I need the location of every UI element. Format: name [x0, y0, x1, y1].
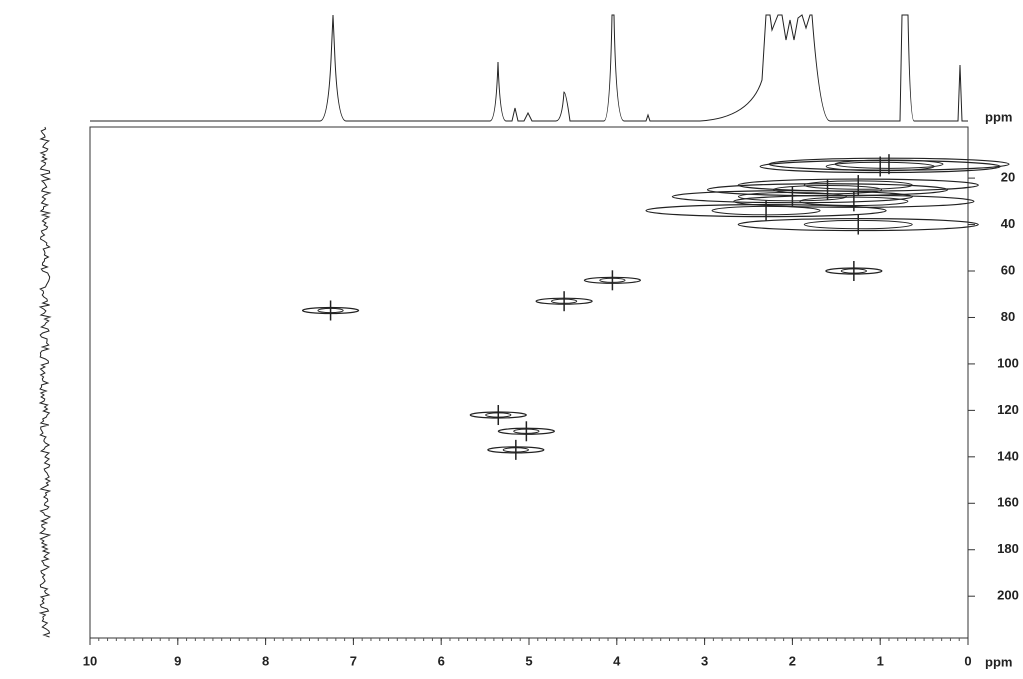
y-tick-label: 60 [1001, 262, 1015, 277]
x-axis-label: ppm [985, 654, 1012, 669]
x-tick-label: 0 [964, 653, 971, 668]
cross-peak [671, 186, 914, 207]
x-tick-label: 5 [525, 653, 532, 668]
y-tick-label: 40 [1001, 216, 1015, 231]
y-tick-label: 140 [997, 448, 1019, 463]
cross-peak [706, 179, 949, 200]
x-tick-label: 7 [350, 653, 357, 668]
y-tick-label: 120 [997, 402, 1019, 417]
x-tick-label: 8 [262, 653, 269, 668]
cross-peak [645, 200, 887, 221]
cross-peak [583, 270, 642, 291]
f1-projection [38, 126, 52, 638]
cross-peak [469, 405, 527, 426]
cross-peak [737, 214, 979, 235]
y-tick-label: 100 [997, 355, 1019, 370]
plot-frame [89, 126, 969, 639]
cross-peak [825, 261, 883, 282]
y-axis-label: ppm [985, 109, 1012, 124]
x-tick-label: 4 [613, 653, 621, 668]
cross-peak [487, 439, 545, 460]
plot-area [301, 154, 1010, 460]
cross-peak [301, 300, 360, 321]
x-tick-label: 10 [83, 653, 97, 668]
cross-peak [535, 291, 593, 312]
x-tick-label: 3 [701, 653, 708, 668]
x-tick-label: 6 [438, 653, 445, 668]
x-tick-label: 1 [877, 653, 884, 668]
y-tick-label: 200 [997, 588, 1019, 603]
y-tick-label: 160 [997, 495, 1019, 510]
y-tick-label: 180 [997, 541, 1019, 556]
f2-projection [90, 14, 968, 122]
x-tick-label: 9 [174, 653, 181, 668]
cross-peak [497, 421, 555, 442]
x-tick-label: 2 [789, 653, 796, 668]
cross-peak [768, 154, 1010, 175]
y-tick-label: 20 [1001, 170, 1015, 185]
y-tick-label: 80 [1001, 309, 1015, 324]
